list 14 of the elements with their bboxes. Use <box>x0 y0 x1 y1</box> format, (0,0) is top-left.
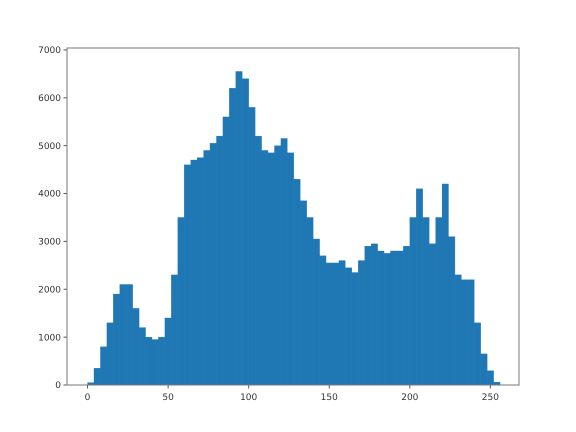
x-tick-label: 50 <box>162 393 174 403</box>
y-tick-label: 6000 <box>38 94 62 104</box>
x-tick-label: 250 <box>482 393 500 403</box>
x-tick-label: 200 <box>401 393 419 403</box>
y-tick-label: 0 <box>55 381 62 392</box>
x-tick-label: 150 <box>320 393 338 403</box>
y-tick-label: 7000 <box>38 46 62 56</box>
y-tick-label: 5000 <box>38 142 62 152</box>
y-tick-label: 4000 <box>38 190 62 200</box>
x-tick-label: 0 <box>84 393 91 403</box>
y-tick-label: 1000 <box>38 333 62 344</box>
x-tick-label: 100 <box>240 393 258 403</box>
y-tick-label: 2000 <box>38 285 62 296</box>
y-tick-label: 3000 <box>38 238 62 248</box>
